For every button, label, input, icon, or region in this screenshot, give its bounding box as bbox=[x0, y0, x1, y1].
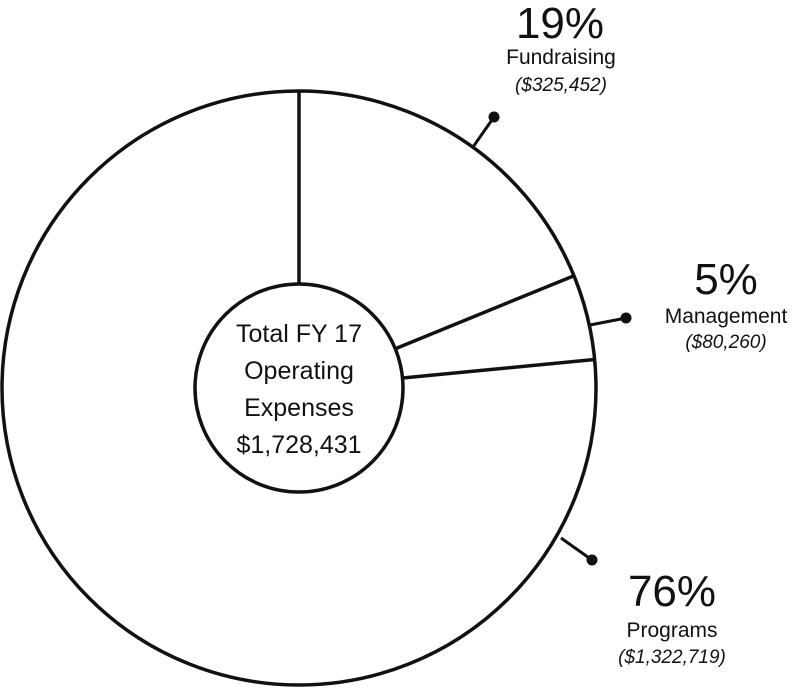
leader-line-fundraising bbox=[471, 116, 496, 148]
center-label-total: $1,728,431 bbox=[236, 431, 361, 459]
management-percent-label: 5% bbox=[694, 255, 758, 304]
center-circle bbox=[193, 282, 405, 494]
programs-category-label: Programs bbox=[626, 619, 717, 642]
management-category-label: Management bbox=[665, 305, 788, 328]
fundraising-category-label: Fundraising bbox=[506, 46, 616, 69]
center-label-line3: Expenses bbox=[244, 394, 354, 422]
leader-line-programs bbox=[560, 536, 593, 562]
fundraising-amount-label: ($325,452) bbox=[515, 75, 607, 96]
leader-line-management bbox=[589, 316, 627, 327]
programs-amount-label: ($1,322,719) bbox=[618, 647, 726, 668]
center-label-line1: Total FY 17 bbox=[236, 320, 362, 348]
leader-dot-fundraising bbox=[488, 111, 500, 123]
slice-divider bbox=[394, 274, 575, 351]
leader-dot-management bbox=[620, 312, 632, 324]
center-label-line2: Operating bbox=[244, 357, 354, 385]
management-amount-label: ($80,260) bbox=[685, 332, 766, 353]
leader-dot-programs bbox=[586, 554, 598, 566]
programs-percent-label: 76% bbox=[628, 567, 716, 616]
fundraising-percent-label: 19% bbox=[516, 0, 604, 48]
slice-divider bbox=[402, 357, 595, 380]
